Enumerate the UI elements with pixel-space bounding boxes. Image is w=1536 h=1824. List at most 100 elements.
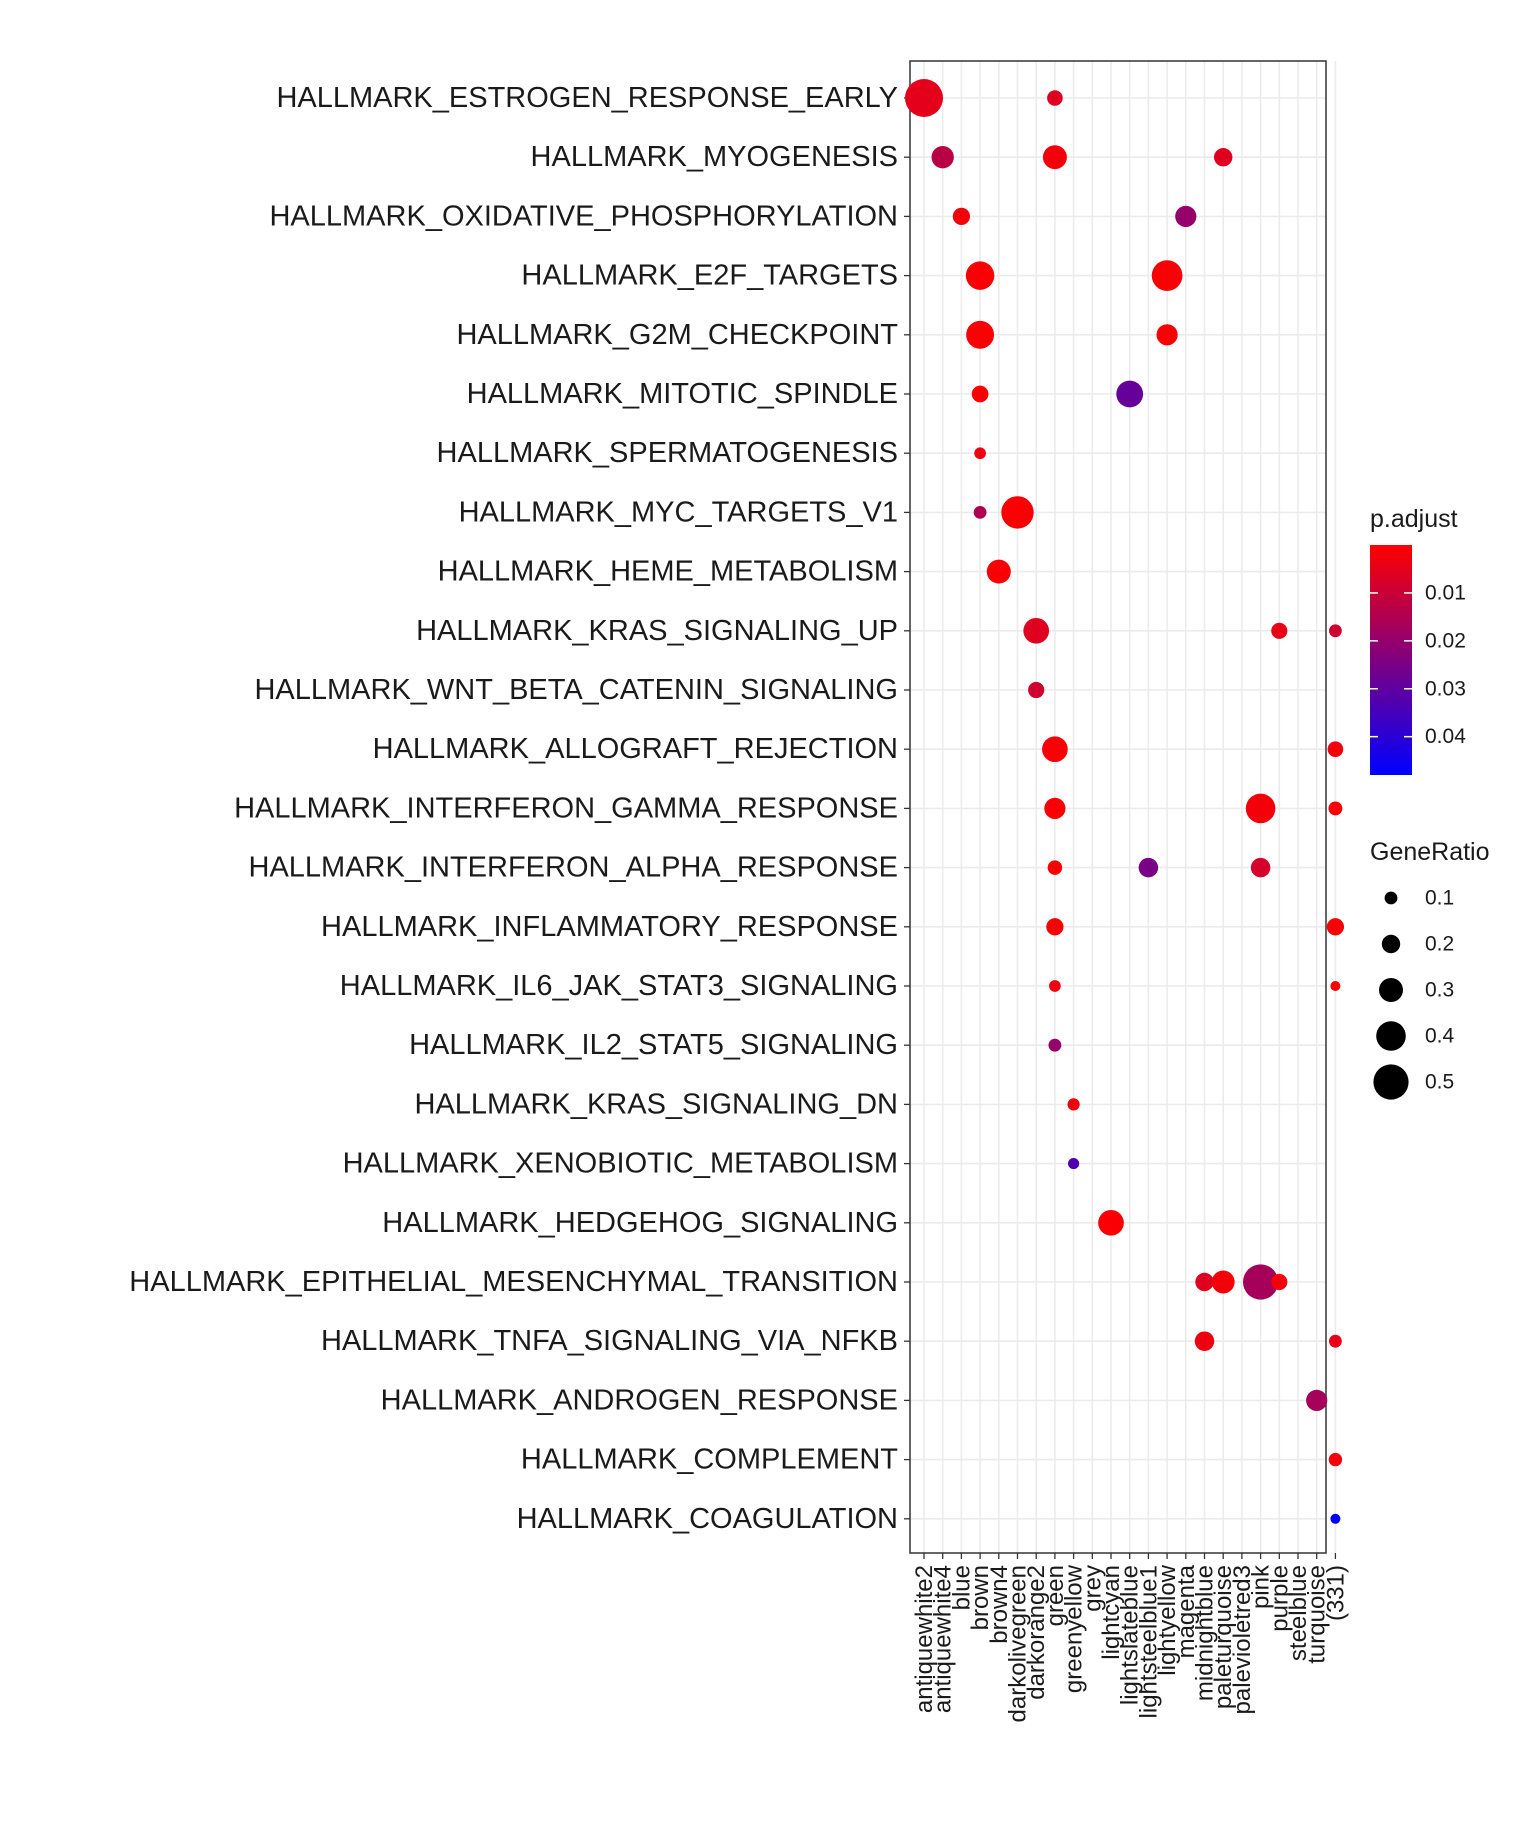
x-tick-label: grey [1079, 1565, 1106, 1612]
x-axis: antiquewhite2antiquewhite4bluebrownbrown… [911, 1553, 1349, 1722]
y-tick-label: HALLMARK_COMPLEMENT [521, 1444, 898, 1476]
data-point [1048, 1038, 1062, 1052]
data-point [1046, 918, 1064, 936]
data-point [1138, 857, 1159, 878]
x-tick-label: paleturquoise [1210, 1565, 1237, 1709]
data-point [1151, 260, 1183, 291]
x-tick-label: purple [1266, 1565, 1293, 1632]
y-tick-label: HALLMARK_INTERFERON_GAMMA_RESPONSE [234, 792, 898, 824]
x-tick-label: darkolivegreen [1005, 1565, 1032, 1722]
data-point [1042, 145, 1067, 170]
x-tick-label: green [1042, 1565, 1069, 1626]
y-axis: HALLMARK_ESTROGEN_RESPONSE_EARLY HALLMARK… [129, 82, 910, 1535]
size-legend-label: 0.2 [1425, 933, 1454, 956]
data-point [931, 146, 954, 169]
data-point [1044, 797, 1066, 820]
data-point [986, 559, 1011, 584]
x-tick-label: midnightblue [1192, 1565, 1219, 1701]
color-legend-label: 0.02 [1425, 629, 1466, 652]
data-point [1195, 1272, 1214, 1292]
color-legend-gradient-bar [1370, 545, 1412, 775]
size-legend-key [1376, 1021, 1406, 1051]
x-tick-label: blue [948, 1565, 975, 1610]
data-point [1328, 801, 1343, 816]
plot-panel-border [909, 60, 1327, 1554]
size-legend: GeneRatio 0.1 0.2 0.3 0.4 0.5 [1370, 838, 1490, 1100]
x-tick-label: darkorange2 [1023, 1565, 1050, 1700]
color-legend-title: p.adjust [1370, 505, 1458, 533]
data-point [1194, 1331, 1215, 1351]
data-point [1047, 90, 1063, 106]
data-point [1175, 205, 1197, 227]
data-point [1271, 1273, 1288, 1291]
data-point [1330, 1513, 1341, 1524]
x-tick-label: brown4 [986, 1565, 1013, 1644]
color-legend-label: 0.03 [1425, 677, 1466, 700]
data-point [1098, 1209, 1124, 1236]
data-point [905, 79, 943, 117]
y-tick-label: HALLMARK_HEME_METABOLISM [438, 556, 898, 588]
data-point [1250, 857, 1271, 878]
y-tick-label: HALLMARK_MYOGENESIS [531, 141, 898, 173]
y-tick-label: HALLMARK_EPITHELIAL_MESENCHYMAL_TRANSITI… [129, 1266, 898, 1298]
data-point [1330, 981, 1341, 991]
x-tick-label: turquoise [1304, 1565, 1331, 1664]
size-legend-key [1379, 978, 1403, 1002]
data-point [1327, 741, 1344, 757]
x-tick-label: antiquewhite2 [911, 1565, 938, 1713]
y-tick-label: HALLMARK_COAGULATION [517, 1503, 898, 1535]
y-tick-label: HALLMARK_MITOTIC_SPINDLE [467, 378, 898, 410]
y-tick-label: HALLMARK_OXIDATIVE_PHOSPHORYLATION [269, 200, 898, 232]
y-tick-label: HALLMARK_G2M_CHECKPOINT [456, 319, 898, 351]
y-tick-label: HALLMARK_WNT_BETA_CATENIN_SIGNALING [254, 674, 898, 706]
size-legend-label: 0.1 [1425, 887, 1454, 910]
data-point [1306, 1389, 1328, 1411]
y-tick-label: HALLMARK_MYC_TARGETS_V1 [459, 496, 898, 528]
data-point [1328, 1452, 1343, 1467]
color-legend-label: 0.01 [1425, 581, 1466, 604]
data-point [1116, 380, 1144, 408]
y-tick-label: HALLMARK_INFLAMMATORY_RESPONSE [321, 911, 898, 943]
data-point [973, 506, 987, 519]
x-tick-label: brown [967, 1565, 994, 1630]
data-point [971, 385, 989, 403]
data-point [1001, 496, 1034, 529]
x-tick-label: steelblue [1285, 1565, 1312, 1661]
size-legend-label: 0.3 [1425, 979, 1454, 1002]
size-legend-label: 0.5 [1425, 1071, 1454, 1094]
data-point [1329, 1334, 1342, 1348]
data-point [1156, 324, 1178, 346]
y-tick-label: HALLMARK_KRAS_SIGNALING_DN [415, 1088, 899, 1120]
y-tick-label: HALLMARK_INTERFERON_ALPHA_RESPONSE [249, 852, 898, 884]
data-point [1214, 148, 1233, 167]
x-tick-label: greenyellow [1061, 1564, 1088, 1693]
size-legend-key [1381, 934, 1401, 954]
x-tick-label: pink [1248, 1564, 1275, 1609]
color-legend: p.adjust 0.01 0.02 0.03 0.04 [1370, 505, 1466, 775]
data-point [1329, 624, 1342, 638]
data-points [905, 79, 1345, 1524]
data-point [1042, 736, 1068, 763]
data-point [1047, 860, 1063, 875]
data-point [1067, 1098, 1080, 1111]
x-tick-label: lightyellow [1154, 1564, 1181, 1675]
x-tick-label: palevioletred3 [1229, 1565, 1256, 1714]
data-point [1271, 622, 1288, 639]
y-tick-label: HALLMARK_IL6_JAK_STAT3_SIGNALING [340, 970, 898, 1002]
x-tick-label: antiquewhite4 [930, 1565, 957, 1713]
data-point [965, 261, 995, 290]
size-legend-key [1384, 891, 1398, 905]
y-tick-label: HALLMARK_SPERMATOGENESIS [437, 437, 898, 469]
y-tick-label: HALLMARK_ALLOGRAFT_REJECTION [373, 733, 898, 765]
data-point [1211, 1270, 1235, 1294]
data-point [1049, 980, 1061, 992]
y-tick-label: HALLMARK_XENOBIOTIC_METABOLISM [343, 1148, 898, 1180]
data-point [1245, 793, 1276, 824]
y-tick-label: HALLMARK_IL2_STAT5_SIGNALING [409, 1029, 898, 1061]
data-point [1023, 617, 1050, 644]
x-tick-label: lightsteelblue1 [1135, 1565, 1162, 1718]
size-legend-key [1373, 1064, 1409, 1100]
x-tick-label: lightslateblue [1117, 1565, 1144, 1705]
size-legend-title: GeneRatio [1370, 838, 1490, 866]
y-tick-label: HALLMARK_KRAS_SIGNALING_UP [416, 615, 898, 647]
